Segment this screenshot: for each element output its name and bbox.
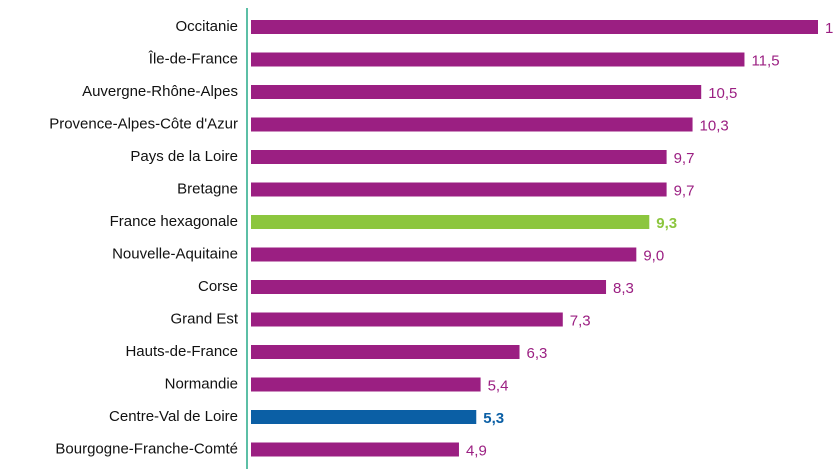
category-label: Hauts-de-France <box>125 343 238 360</box>
value-label: 7,3 <box>570 312 591 329</box>
value-label: 9,7 <box>674 150 695 167</box>
bar <box>251 312 563 327</box>
bar <box>251 280 607 294</box>
category-label: Pays de la Loire <box>130 148 238 165</box>
category-label: Bourgogne-Franche-Comté <box>55 440 238 457</box>
category-label: Centre-Val de Loire <box>109 408 238 425</box>
bar <box>251 85 702 99</box>
bar <box>251 247 637 262</box>
bar <box>251 117 693 132</box>
bar <box>251 20 818 34</box>
bar <box>251 215 650 229</box>
bar <box>251 442 459 457</box>
category-label: Corse <box>198 278 238 295</box>
value-label: 10,3 <box>700 117 729 134</box>
value-label: 9,7 <box>674 182 695 199</box>
bar <box>251 410 477 424</box>
category-label: Grand Est <box>170 310 238 327</box>
value-label: 13,2 <box>825 20 833 37</box>
value-label: 11,5 <box>751 52 779 69</box>
category-label: Bretagne <box>177 180 238 197</box>
bar <box>251 377 481 392</box>
category-label: Auvergne-Rhône-Alpes <box>82 83 238 100</box>
bar <box>251 150 667 164</box>
value-label: 8,3 <box>613 280 634 297</box>
category-label: France hexagonale <box>110 213 238 230</box>
value-label: 5,4 <box>488 377 509 394</box>
bar <box>251 182 667 197</box>
value-label: 9,3 <box>656 215 677 232</box>
value-label: 5,3 <box>483 410 504 427</box>
category-label: Nouvelle-Aquitaine <box>112 245 238 262</box>
value-label: 10,5 <box>708 85 737 102</box>
category-label: Provence-Alpes-Côte d'Azur <box>49 115 238 132</box>
bar <box>251 345 520 359</box>
value-label: 9,0 <box>643 247 664 264</box>
category-label: Occitanie <box>175 18 238 35</box>
category-label: Normandie <box>165 375 238 392</box>
value-label: 4,9 <box>466 442 487 459</box>
value-label: 6,3 <box>527 345 548 362</box>
bar <box>251 52 745 67</box>
category-label: Île-de-France <box>148 50 238 67</box>
